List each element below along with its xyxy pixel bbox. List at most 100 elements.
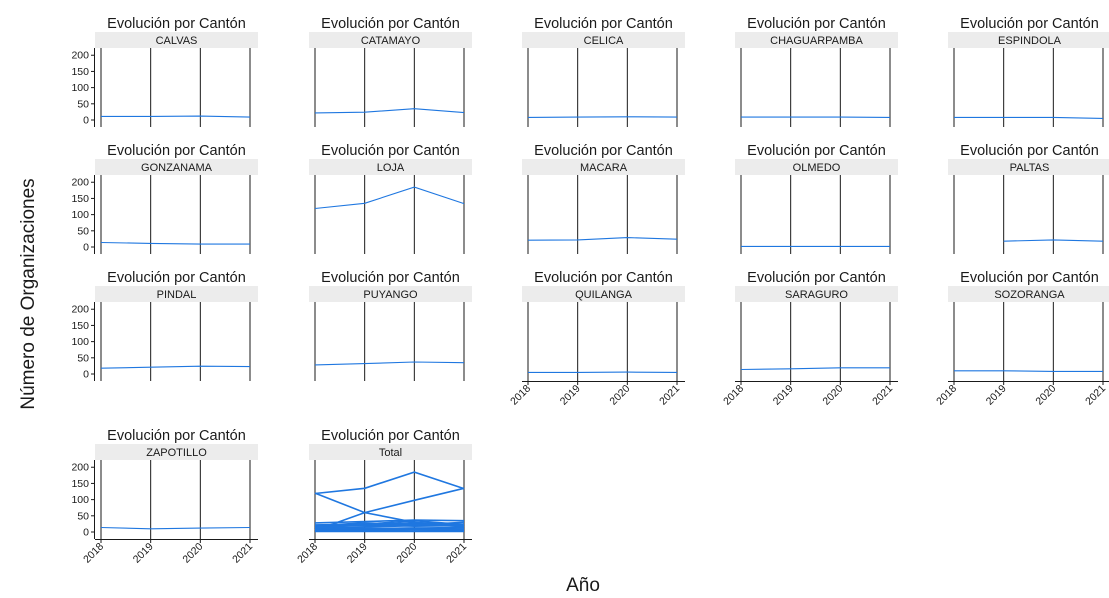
x-tick-label: 2018 (721, 383, 746, 408)
strip-background (95, 286, 258, 302)
panel-title: Evolución por Cantón (534, 143, 673, 159)
strip-label: Total (379, 447, 402, 459)
strip-background (948, 286, 1109, 302)
series-line (1003, 239, 1104, 242)
series-line (527, 237, 678, 241)
facet-panel-macara: Evolución por Cantón MACARA (522, 143, 685, 254)
series-line (314, 186, 465, 210)
facet-panel-zapotillo: Evolución por Cantón ZAPOTILLO 0 50 100 150 20… (71, 428, 258, 566)
series-line (314, 523, 465, 529)
panel-title: Evolución por Cantón (321, 16, 460, 32)
x-tick-label: 2019 (984, 383, 1009, 408)
y-tick-label: 0 (83, 115, 89, 127)
y-tick-label: 150 (71, 320, 89, 332)
strip-background (522, 159, 685, 175)
y-tick-label: 100 (71, 494, 89, 506)
y-tick-label: 0 (83, 527, 89, 539)
strip-label: CATAMAYO (361, 35, 421, 47)
strip-label: CELICA (584, 35, 624, 47)
facet-panels: Evolución por Cantón CALVAS 0 50 100 150 200 Ev… (71, 16, 1109, 566)
panel-title: Evolución por Cantón (747, 16, 886, 32)
y-tick-label: 50 (77, 98, 89, 110)
facet-panel-calvas: Evolución por Cantón CALVAS 0 50 100 150 200 (71, 16, 258, 127)
panel-title: Evolución por Cantón (534, 16, 673, 32)
strip-background (948, 32, 1109, 48)
facet-panel-pindal: Evolución por Cantón PINDAL 0 50 100 150 200 (71, 270, 258, 381)
panel-title: Evolución por Cantón (960, 143, 1099, 159)
y-tick-label: 0 (83, 369, 89, 381)
strip-background (309, 286, 472, 302)
facet-panel-saraguro: Evolución por Cantón SARAGURO 2018 2019 2020… (721, 270, 898, 408)
x-tick-label: 2020 (180, 541, 205, 566)
series-line (954, 116, 1104, 119)
series-line (100, 365, 251, 369)
strip-background (309, 32, 472, 48)
panel-title: Evolución por Cantón (107, 16, 246, 32)
strip-label: CHAGUARPAMBA (770, 35, 863, 47)
series-line (314, 521, 465, 527)
y-tick-label: 200 (71, 50, 89, 62)
y-tick-label: 50 (77, 352, 89, 364)
facet-panel-celica: Evolución por Cantón CELICA (522, 16, 685, 127)
strip-label: ZAPOTILLO (146, 447, 207, 459)
facet-panel-puyango: Evolución por Cantón PUYANGO (309, 270, 472, 381)
panel-title: Evolución por Cantón (960, 270, 1099, 286)
y-tick-label: 100 (71, 209, 89, 221)
panel-title: Evolución por Cantón (321, 270, 460, 286)
panel-title: Evolución por Cantón (321, 143, 460, 159)
x-tick-label: 2018 (934, 383, 959, 408)
y-tick-label: 50 (77, 510, 89, 522)
facet-panel-gonzanama: Evolución por Cantón GONZANAMA 0 50 100 150 20… (71, 143, 258, 254)
series-line (100, 241, 250, 245)
strip-label: GONZANAMA (141, 162, 213, 174)
series-line (314, 526, 465, 530)
x-tick-label: 2019 (558, 383, 583, 408)
x-tick-label: 2021 (870, 383, 895, 408)
strip-background (95, 444, 258, 460)
x-axis-title: Año (566, 575, 600, 596)
y-tick-label: 200 (71, 177, 89, 189)
y-tick-label: 150 (71, 478, 89, 490)
panel-title: Evolución por Cantón (107, 143, 246, 159)
facet-panel-paltas: Evolución por Cantón PALTAS (948, 143, 1109, 254)
y-tick-label: 150 (71, 193, 89, 205)
x-tick-label: 2020 (394, 541, 419, 566)
panel-title: Evolución por Cantón (534, 270, 673, 286)
series-line (314, 108, 465, 114)
strip-label: OLMEDO (793, 162, 841, 174)
x-tick-label: 2018 (508, 383, 533, 408)
strip-label: PINDAL (157, 289, 197, 301)
x-tick-label: 2020 (607, 383, 632, 408)
x-tick-label: 2021 (444, 541, 469, 566)
facet-panel-total: Evolución por Cantón Total 2018 2019 2020 202… (295, 428, 472, 566)
x-tick-label: 2019 (771, 383, 796, 408)
panel-title: Evolución por Cantón (747, 143, 886, 159)
strip-label: SOZORANGA (994, 289, 1065, 301)
x-tick-label: 2018 (81, 541, 106, 566)
y-tick-label: 100 (71, 82, 89, 94)
series-line (527, 116, 678, 118)
series-line (954, 370, 1103, 372)
facet-panel-espindola: Evolución por Cantón ESPINDOLA (948, 16, 1109, 127)
strip-label: QUILANGA (575, 289, 633, 301)
series-line (314, 487, 465, 532)
strip-background (948, 159, 1109, 175)
strip-label: PUYANGO (363, 289, 418, 301)
facet-panel-quilanga: Evolución por Cantón QUILANGA 2018 2019 2020… (508, 270, 685, 408)
y-tick-label: 100 (71, 336, 89, 348)
facet-panel-olmedo: Evolución por Cantón OLMEDO (735, 143, 898, 254)
facet-panel-catamayo: Evolución por Cantón CATAMAYO (309, 16, 472, 127)
x-tick-label: 2021 (230, 541, 255, 566)
x-tick-label: 2019 (345, 541, 370, 566)
strip-label: MACARA (580, 162, 628, 174)
series-line (100, 526, 251, 530)
y-tick-label: 200 (71, 304, 89, 316)
series-line (740, 367, 890, 371)
strip-label: ESPINDOLA (998, 35, 1062, 47)
y-tick-label: 0 (83, 242, 89, 254)
series-line (314, 471, 465, 495)
strip-label: LOJA (377, 162, 405, 174)
strip-label: CALVAS (156, 35, 198, 47)
x-tick-label: 2020 (1033, 383, 1058, 408)
